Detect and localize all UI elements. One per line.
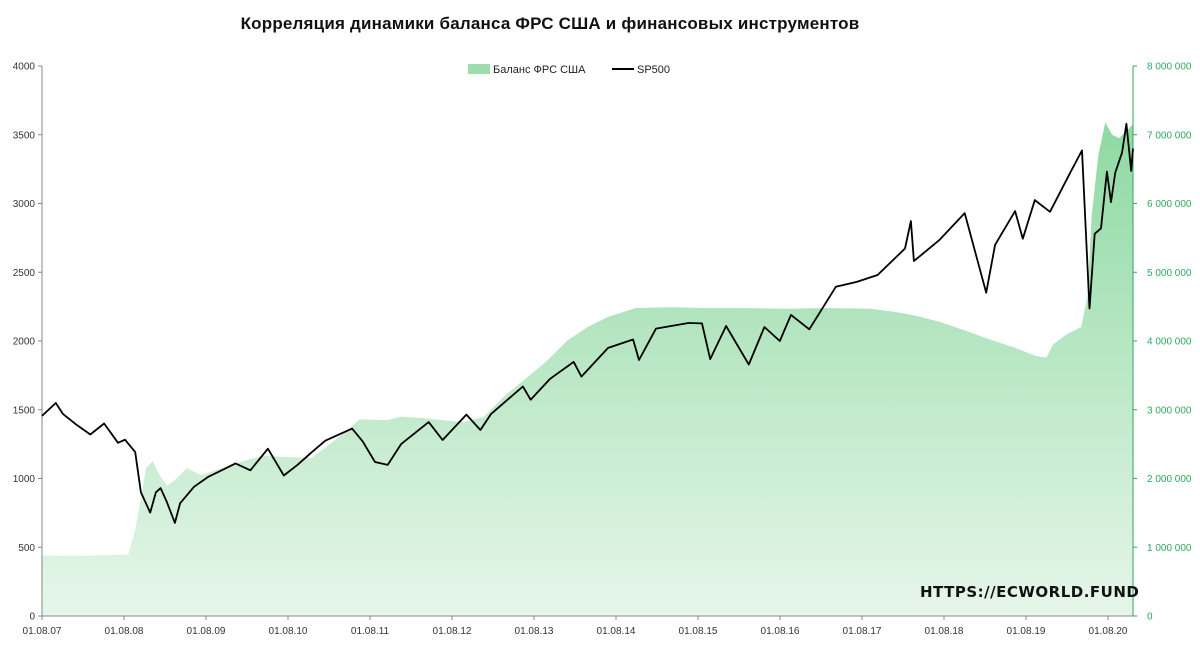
y-right-tick-label: 3 000 000 xyxy=(1147,405,1192,416)
x-tick-label: 01.08.10 xyxy=(269,626,308,637)
x-tick-label: 01.08.14 xyxy=(597,626,636,637)
legend-swatch-area xyxy=(468,64,490,74)
x-tick-label: 01.08.20 xyxy=(1089,626,1128,637)
chart-title: Корреляция динамики баланса ФРС США и фи… xyxy=(240,14,860,33)
x-tick-label: 01.08.13 xyxy=(515,626,554,637)
y-right-tick-label: 2 000 000 xyxy=(1147,474,1192,485)
y-right-tick-label: 7 000 000 xyxy=(1147,130,1192,141)
legend-label-area: Баланс ФРС США xyxy=(493,64,586,76)
x-tick-label: 01.08.07 xyxy=(23,626,62,637)
x-tick-label: 01.08.09 xyxy=(187,626,226,637)
x-tick-label: 01.08.16 xyxy=(761,626,800,637)
x-tick-label: 01.08.08 xyxy=(105,626,144,637)
series-line-sp500 xyxy=(41,122,1134,524)
x-tick-label: 01.08.19 xyxy=(1007,626,1046,637)
y-right-tick-label: 6 000 000 xyxy=(1147,199,1192,210)
y-right-tick-label: 5 000 000 xyxy=(1147,268,1192,279)
y-left-tick-label: 500 xyxy=(18,543,35,554)
x-tick-label: 01.08.12 xyxy=(433,626,472,637)
watermark-text: HTTPS://ECWORLD.FUND xyxy=(920,583,1140,601)
y-left-tick-label: 3500 xyxy=(13,130,36,141)
y-left-tick-label: 3000 xyxy=(13,199,36,210)
x-tick-label: 01.08.11 xyxy=(351,626,390,637)
y-left-tick-label: 0 xyxy=(29,612,35,623)
legend: Баланс ФРС США SP500 xyxy=(468,64,670,76)
y-left-tick-label: 2500 xyxy=(13,268,36,279)
x-tick-label: 01.08.15 xyxy=(679,626,718,637)
y-right-tick-label: 8 000 000 xyxy=(1147,62,1192,73)
y-left-tick-label: 1500 xyxy=(13,405,36,416)
legend-label-line: SP500 xyxy=(637,64,670,76)
y-right-tick-label: 4 000 000 xyxy=(1147,337,1192,348)
y-left-tick-label: 4000 xyxy=(13,62,36,73)
x-tick-label: 01.08.17 xyxy=(843,626,882,637)
y-left-tick-label: 2000 xyxy=(13,337,36,348)
y-right-tick-label: 1 000 000 xyxy=(1147,543,1192,554)
x-tick-label: 01.08.18 xyxy=(925,626,964,637)
y-left-tick-label: 1000 xyxy=(13,474,36,485)
y-right-tick-label: 0 xyxy=(1147,612,1153,623)
